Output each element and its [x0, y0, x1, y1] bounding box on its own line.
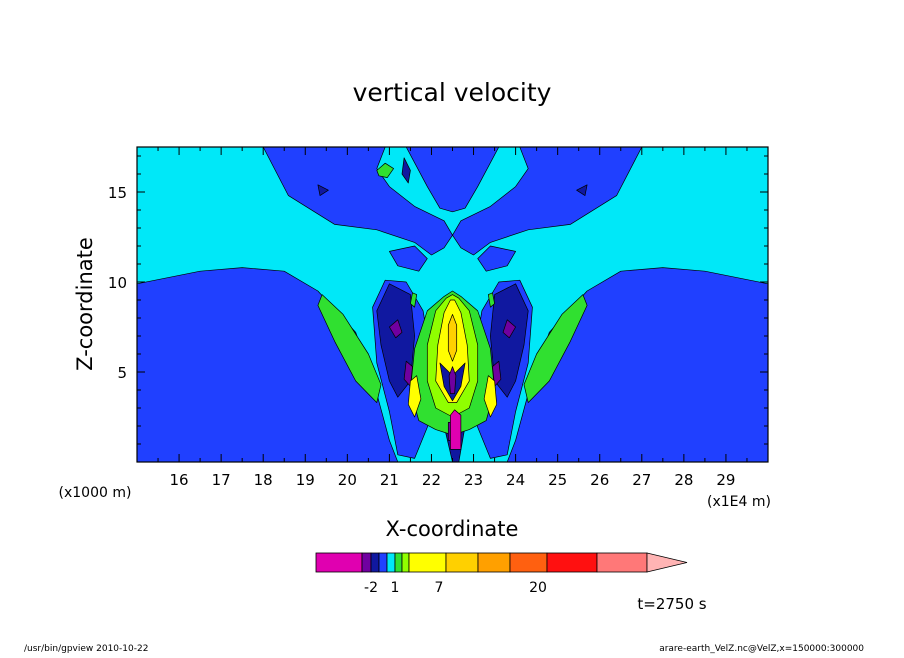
x-axis-label: X-coordinate: [386, 517, 519, 541]
colorbar-cell: [378, 552, 388, 573]
x-tick-label: 19: [296, 471, 315, 489]
x-scale-label: (x1E4 m): [707, 494, 771, 510]
x-tick-label: 27: [632, 471, 651, 489]
colorbar-level-label: 1: [391, 580, 400, 596]
colorbar-level-label: -2: [364, 580, 378, 596]
chart-title: vertical velocity: [353, 78, 552, 107]
contour-region-22: [376, 162, 394, 178]
plot-area: [136, 146, 769, 463]
contour-region-28: [483, 375, 498, 418]
x-axis-ticks: 16 17 18 19 20 21 22 23 24 25 26 27 28 29: [157, 147, 748, 489]
colorbar-level-label: 20: [529, 580, 547, 596]
contour-region-13: [317, 184, 329, 196]
x-tick-label: 28: [674, 471, 693, 489]
x-tick-label: 16: [170, 471, 189, 489]
contour-region-29: [447, 314, 458, 362]
contour-region-4: [405, 147, 500, 213]
colorbar-cell: [408, 552, 447, 573]
contour-region-5: [389, 245, 428, 272]
colorbar-cell: [509, 552, 548, 573]
contour-region-12: [401, 157, 411, 184]
x-tick-label: 22: [422, 471, 441, 489]
x-tick-label: 29: [716, 471, 735, 489]
contour-region-27: [407, 375, 422, 418]
colorbar-cell: [361, 552, 372, 573]
colorbar-level-label: 7: [435, 580, 444, 596]
contour-region-23: [410, 292, 418, 308]
y-axis-ticks: 5 10 15: [108, 155, 768, 445]
colorbar-cell: [445, 552, 479, 573]
footer-left: /usr/bin/gpview 2010-10-22: [24, 644, 148, 654]
contour-region-19: [317, 294, 382, 403]
y-tick-label: 5: [117, 364, 127, 382]
colorbar-extend-arrow: [646, 552, 688, 573]
colorbar-cell: [546, 552, 598, 573]
colorbar-cell: [401, 552, 410, 573]
x-tick-label: 21: [380, 471, 399, 489]
x-tick-label: 25: [548, 471, 567, 489]
contour-region-14: [576, 184, 588, 196]
y-tick-label: 15: [108, 184, 127, 202]
colorbar-cell: [477, 552, 511, 573]
x-tick-label: 20: [338, 471, 357, 489]
contour-region-3: [452, 147, 643, 256]
contour-region-33: [450, 409, 462, 450]
x-tick-label: 23: [464, 471, 483, 489]
footer-right: arare-earth_VelZ.nc@VelZ,x=150000:300000: [659, 644, 864, 654]
colorbar-cell: [386, 552, 396, 573]
x-tick-label: 18: [254, 471, 273, 489]
colorbar: [315, 552, 688, 573]
x-tick-label: 24: [506, 471, 525, 489]
colorbar-cell: [394, 552, 403, 573]
colorbar-labels: -2 1 7 20: [364, 580, 547, 596]
contour-region-15: [389, 319, 403, 339]
time-label: t=2750 s: [637, 595, 706, 613]
contour-regions: [137, 147, 768, 462]
colorbar-cell: [370, 552, 380, 573]
colorbar-cell: [315, 552, 363, 573]
contour-region-20: [523, 294, 588, 403]
x-tick-label: 17: [212, 471, 231, 489]
x-tick-label: 26: [590, 471, 609, 489]
contour-region-31: [448, 366, 457, 394]
y-scale-label: (x1000 m): [59, 485, 132, 501]
colorbar-cell: [596, 552, 648, 573]
contour-region-16: [502, 319, 516, 339]
y-axis-label: Z-coordinate: [73, 237, 97, 371]
contour-region-6: [477, 245, 516, 272]
contour-region-24: [487, 292, 495, 308]
y-tick-label: 10: [108, 274, 127, 292]
